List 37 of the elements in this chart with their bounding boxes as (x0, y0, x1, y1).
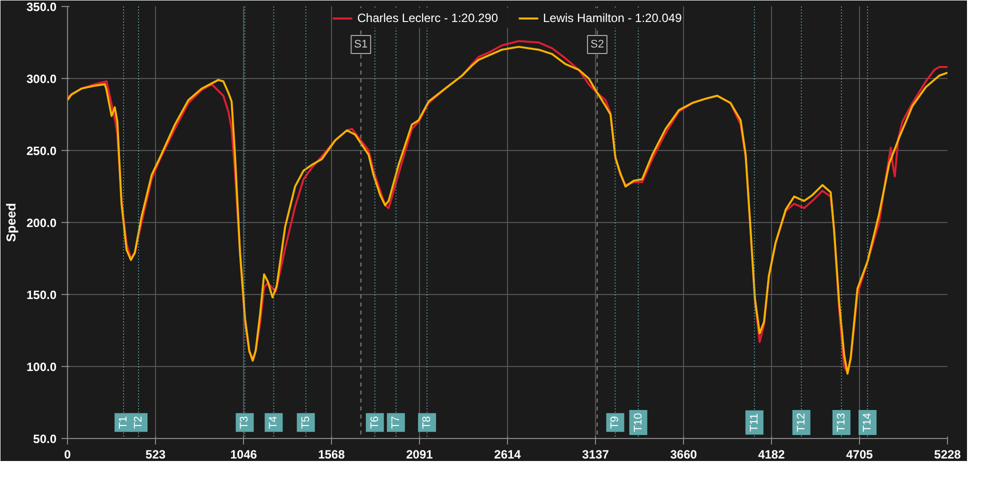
ref-line-label: T10 (632, 413, 644, 432)
legend-label: Lewis Hamilton - 1:20.049 (543, 11, 682, 25)
ref-line-label: S2 (590, 38, 604, 50)
ref-line-label: T1 (118, 416, 130, 429)
legend-label: Charles Leclerc - 1:20.290 (357, 11, 498, 25)
ref-line-label: T3 (238, 416, 251, 429)
x-tick-label: 3137 (582, 448, 610, 462)
x-tick-label: 0 (64, 448, 72, 462)
ref-line-label: T12 (795, 413, 808, 432)
y-tick-label: 50.0 (33, 432, 57, 446)
x-tick-label: 3660 (670, 448, 698, 462)
y-tick-label: 250.0 (26, 144, 57, 158)
ref-line-label: T7 (390, 416, 402, 429)
y-tick-label: 200.0 (26, 216, 57, 230)
ref-line-label: T8 (421, 416, 434, 429)
ref-line-label: T14 (862, 413, 874, 432)
ref-line-label: T6 (368, 416, 381, 429)
x-tick-label: 4182 (758, 448, 786, 462)
y-axis-title: Speed (3, 202, 18, 242)
y-tick-label: 350.0 (26, 0, 57, 14)
x-tick-label: 1046 (230, 448, 258, 462)
y-tick-label: 150.0 (26, 288, 57, 302)
ref-line-label: T13 (835, 413, 848, 432)
ref-line-label: T2 (132, 416, 145, 429)
x-tick-label: 523 (146, 448, 166, 462)
x-tick-label: 2614 (494, 448, 522, 462)
ref-line-label: T5 (300, 416, 312, 429)
y-tick-label: 100.0 (26, 360, 57, 374)
ref-line-label: T11 (748, 413, 760, 432)
x-tick-label: 4705 (846, 448, 874, 462)
ref-line-label: T9 (609, 416, 622, 429)
x-tick-label: 2091 (406, 448, 434, 462)
ref-line-label: T4 (268, 416, 280, 429)
x-tick-label: 1568 (318, 448, 346, 462)
x-tick-label: 5228 (934, 448, 962, 462)
y-tick-label: 300.0 (26, 72, 57, 86)
ref-line-label: S1 (354, 38, 368, 50)
